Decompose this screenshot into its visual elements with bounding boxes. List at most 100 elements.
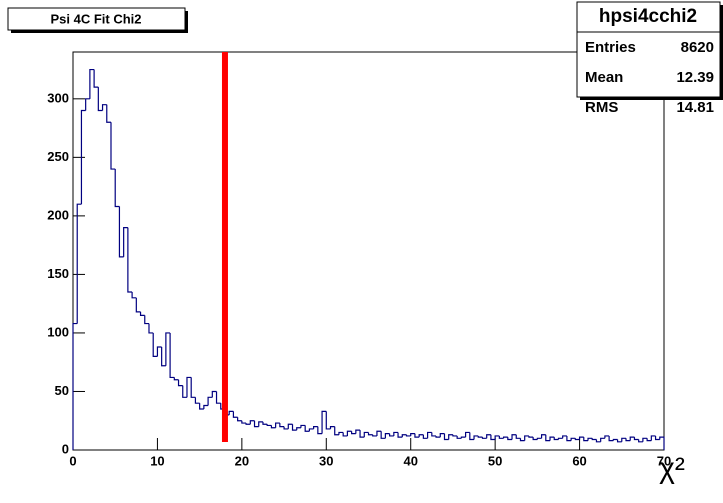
- histogram-bin: [545, 434, 551, 442]
- histogram-bin: [616, 439, 622, 443]
- histogram-bin: [473, 435, 479, 440]
- histogram-bin: [469, 432, 475, 441]
- histogram-bin: [380, 431, 386, 439]
- histogram-bin: [427, 431, 432, 439]
- stats-label: RMS: [585, 99, 618, 116]
- histogram-bin: [308, 428, 314, 432]
- histogram-bin: [435, 435, 441, 438]
- x-tick-label: 20: [235, 453, 249, 468]
- histogram-bin: [443, 433, 449, 441]
- y-tick-label: 300: [47, 90, 69, 105]
- histogram-bin: [507, 437, 513, 441]
- histogram-bin: [279, 423, 285, 428]
- histogram-bin: [414, 433, 420, 438]
- stats-value: 8620: [681, 39, 714, 56]
- y-tick-label: 50: [55, 383, 69, 398]
- histogram-bin: [317, 426, 323, 435]
- histogram-bin: [144, 315, 149, 325]
- stats-label: Mean: [585, 69, 623, 86]
- histogram-bin: [401, 434, 407, 438]
- histogram-bin: [182, 385, 187, 398]
- histogram-bin: [418, 434, 424, 438]
- histogram-bin: [477, 435, 483, 438]
- y-tick-label: 250: [47, 149, 69, 164]
- histogram-bin: [165, 332, 171, 366]
- histogram-bin: [600, 437, 605, 442]
- histogram-bin: [646, 438, 652, 442]
- y-tick-label: 0: [62, 441, 69, 456]
- histogram-bin: [494, 435, 500, 440]
- histogram-bin: [557, 437, 563, 440]
- histogram-bin: [587, 437, 593, 441]
- histogram-bin: [642, 437, 648, 442]
- histogram-bin: [659, 436, 665, 450]
- histogram-bin: [549, 436, 555, 441]
- x-tick-label: 0: [69, 453, 76, 468]
- histogram-bin: [346, 430, 352, 436]
- histogram-bin: [106, 104, 111, 123]
- histogram-bin: [351, 431, 356, 435]
- histogram-bin: [502, 436, 508, 439]
- histogram-bin: [372, 434, 377, 437]
- histogram-bin: [405, 434, 411, 437]
- histogram-bin: [460, 436, 466, 439]
- histogram-bin: [123, 226, 128, 257]
- histogram-bin: [304, 425, 310, 432]
- histogram-bin: [608, 435, 614, 442]
- histogram-bin: [173, 377, 179, 381]
- histogram-bin: [199, 403, 204, 410]
- histogram-bin: [422, 434, 428, 439]
- histogram-bin: [101, 104, 107, 111]
- histogram-bin: [207, 396, 213, 406]
- x-tick-label: 70: [657, 453, 671, 468]
- histogram-bin: [110, 122, 116, 170]
- histogram-bin: [591, 438, 597, 441]
- histogram-bin: [97, 87, 103, 112]
- x-axis-label: χ²: [659, 452, 685, 485]
- histogram-bin: [270, 425, 276, 429]
- histogram-bin: [519, 438, 525, 442]
- histogram-bin: [633, 437, 639, 441]
- x-tick-label: 30: [319, 453, 333, 468]
- histogram-bin: [481, 437, 487, 439]
- histogram-bin: [431, 432, 437, 437]
- y-tick-label: 200: [47, 207, 69, 222]
- stats-value: 12.39: [676, 69, 714, 86]
- histogram-bin: [511, 434, 517, 440]
- histogram-bin: [439, 433, 445, 438]
- histogram-bin: [355, 429, 361, 434]
- histogram-bin: [291, 424, 297, 431]
- histogram-bin: [118, 206, 124, 258]
- histogram-bin: [612, 438, 618, 441]
- histogram-bin: [258, 421, 263, 427]
- histogram-bin: [650, 435, 656, 441]
- histogram-bin: [325, 411, 331, 430]
- x-tick-label: 40: [403, 453, 417, 468]
- histogram-bin: [578, 436, 584, 440]
- histogram-bin: [228, 410, 234, 415]
- y-tick-label: 100: [47, 324, 69, 339]
- histogram-bin: [89, 68, 95, 99]
- histogram-bin: [139, 311, 145, 316]
- histogram-bin: [540, 434, 546, 439]
- histogram-bin: [186, 376, 192, 398]
- histogram-bin: [313, 425, 318, 429]
- histogram-bin: [397, 432, 403, 438]
- histogram-bin: [190, 377, 196, 398]
- histogram-bin: [245, 423, 251, 425]
- stats-label: Entries: [585, 39, 636, 56]
- histogram-bin: [114, 169, 120, 208]
- histogram-bin: [161, 346, 166, 367]
- histogram-bin: [80, 109, 86, 205]
- histogram-bin: [156, 346, 162, 357]
- histogram-bin: [629, 436, 635, 441]
- histogram-bin: [376, 430, 382, 436]
- histogram-bin: [296, 427, 301, 431]
- histogram-bin: [275, 422, 280, 428]
- histogram-bin: [448, 434, 453, 440]
- histogram-bin: [363, 431, 369, 438]
- histogram-bin: [203, 404, 209, 410]
- histogram-bin: [215, 391, 221, 404]
